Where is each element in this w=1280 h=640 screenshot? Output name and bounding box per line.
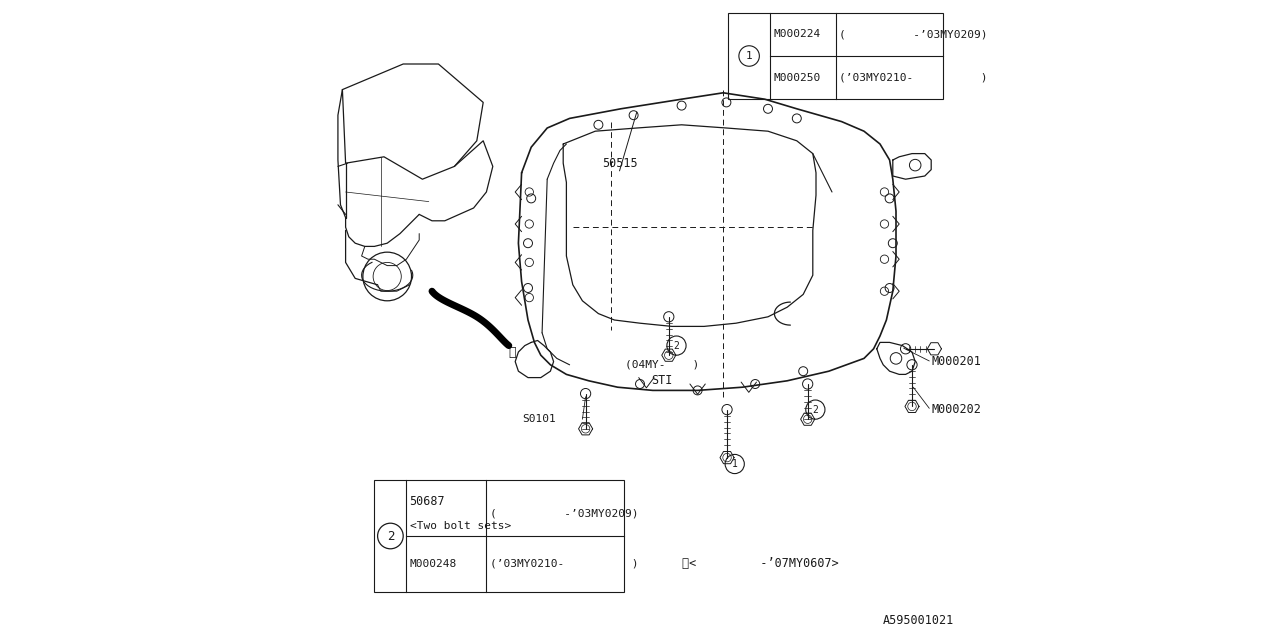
Text: M000202: M000202	[932, 403, 980, 416]
Text: (’03MY0210-          ): (’03MY0210- )	[490, 559, 639, 569]
Text: S0101: S0101	[522, 414, 556, 424]
Text: (          -’03MY0209): ( -’03MY0209)	[490, 509, 639, 518]
Text: 2: 2	[387, 529, 394, 543]
Text: A595001021: A595001021	[882, 614, 954, 627]
Text: STI: STI	[652, 374, 673, 387]
Text: 1: 1	[746, 51, 753, 61]
Text: M000224: M000224	[773, 29, 820, 40]
Text: 50687: 50687	[410, 495, 445, 508]
Text: 50515: 50515	[602, 157, 637, 170]
Bar	[728, 13, 942, 99]
Text: <Two bolt sets>: <Two bolt sets>	[410, 521, 511, 531]
Text: 2: 2	[673, 340, 680, 351]
Text: M000201: M000201	[932, 355, 980, 368]
Text: (04MY-    ): (04MY- )	[625, 360, 700, 370]
Text: 2: 2	[813, 404, 818, 415]
Text: (          -’03MY0209): ( -’03MY0209)	[840, 29, 988, 40]
Text: M000248: M000248	[410, 559, 457, 569]
Text: ※<         -’07MY0607>: ※< -’07MY0607>	[681, 557, 838, 570]
Text: 1: 1	[732, 459, 737, 469]
Bar	[374, 480, 625, 592]
Text: M000250: M000250	[773, 72, 820, 83]
Text: ※: ※	[508, 346, 516, 358]
Text: (’03MY0210-          ): (’03MY0210- )	[840, 72, 988, 83]
